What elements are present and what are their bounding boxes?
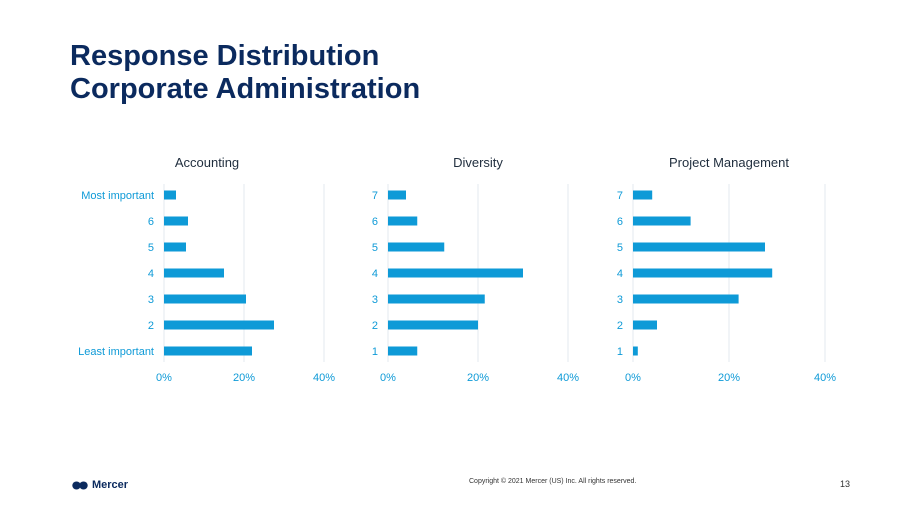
bar [388,242,445,252]
logo-text: Mercer [92,479,129,491]
bar [388,268,523,278]
x-tick-label: 0% [625,372,641,384]
bar [164,294,246,304]
y-category-label: Least important [78,346,154,358]
y-category-label: 5 [148,242,154,254]
y-category-label: 7 [372,190,378,202]
page-number: 13 [839,479,850,489]
bar [388,346,418,356]
y-category-label: 2 [148,320,154,332]
y-category-label: 4 [148,268,154,280]
y-category-label: 5 [372,242,378,254]
y-category-label: 1 [617,346,623,358]
bar [633,346,638,356]
chart-title: Project Management [669,155,789,170]
bar [633,268,773,278]
y-category-label: 6 [617,216,623,228]
bar [164,268,224,278]
bar [164,190,176,200]
bar [164,346,252,356]
chart-title: Diversity [453,155,503,170]
x-tick-label: 0% [380,372,396,384]
y-category-label: 4 [372,268,378,280]
y-category-label: 1 [372,346,378,358]
y-category-label: 2 [372,320,378,332]
bar [388,190,406,200]
y-category-label: Most important [81,190,154,202]
y-category-label: 3 [148,294,154,306]
bar [633,320,657,330]
y-category-label: 7 [617,190,623,202]
copyright-text: Copyright © 2021 Mercer (US) Inc. All ri… [469,478,637,485]
bar [388,294,485,304]
y-category-label: 3 [372,294,378,306]
page-title: Response Distribution Corporate Administ… [70,40,420,106]
bar [164,216,188,226]
x-tick-label: 40% [313,372,335,384]
x-tick-label: 40% [814,372,836,384]
x-tick-label: 40% [557,372,579,384]
mercer-logo: Mercer [72,477,128,493]
y-category-label: 5 [617,242,623,254]
page-title-line-2: Corporate Administration [70,73,421,105]
bar [633,294,739,304]
page-title-line-1: Response Distribution [70,40,380,72]
y-category-label: 3 [617,294,623,306]
x-tick-label: 20% [467,372,489,384]
bar [633,190,653,200]
y-category-label: 6 [148,216,154,228]
y-category-label: 6 [372,216,378,228]
mercer-logo-icon [72,481,88,489]
bar [633,242,765,252]
bar [164,320,274,330]
x-tick-label: 0% [156,372,172,384]
x-tick-label: 20% [718,372,740,384]
bar [164,242,186,252]
bar [633,216,691,226]
y-category-label: 4 [617,268,623,280]
bar [388,320,478,330]
x-tick-label: 20% [233,372,255,384]
y-category-label: 2 [617,320,623,332]
chart-title: Accounting [175,155,239,170]
bar [388,216,418,226]
